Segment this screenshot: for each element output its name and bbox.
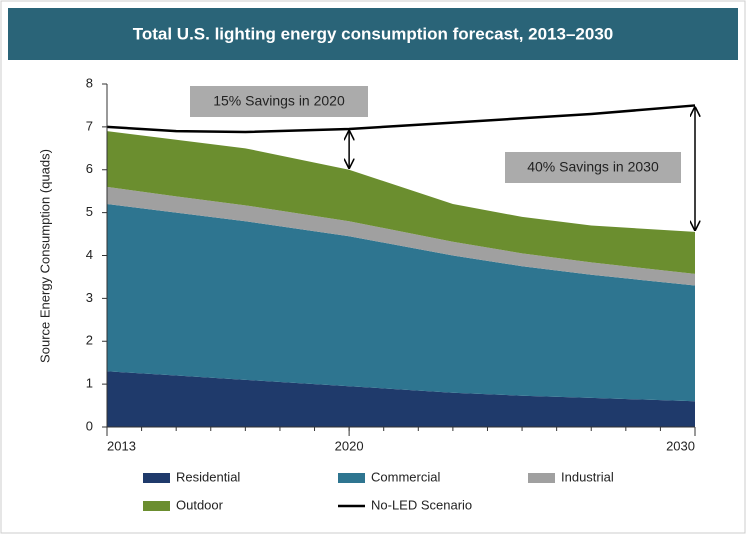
legend-swatch — [528, 473, 555, 483]
x-tick-label: 2030 — [666, 438, 695, 453]
chart-title: Total U.S. lighting energy consumption f… — [133, 24, 614, 43]
legend-label: Residential — [176, 469, 240, 484]
area — [107, 131, 695, 274]
x-tick-label: 2013 — [107, 438, 136, 453]
area — [107, 186, 695, 286]
y-tick-label: 8 — [86, 75, 93, 90]
area — [107, 371, 695, 427]
legend-label: Industrial — [561, 469, 614, 484]
legend-label: No-LED Scenario — [371, 497, 472, 512]
annotation-box — [505, 152, 681, 183]
area — [107, 204, 695, 402]
y-tick-label: 6 — [86, 161, 93, 176]
legend-label: Outdoor — [176, 497, 224, 512]
no-led-line — [106, 104, 696, 134]
x-tick-label: 2020 — [335, 438, 364, 453]
y-tick-label: 5 — [86, 204, 93, 219]
legend-swatch — [143, 501, 170, 511]
y-tick-label: 1 — [86, 376, 93, 391]
y-tick-label: 2 — [86, 333, 93, 348]
y-axis-label: Source Energy Consumption (quads) — [37, 149, 52, 363]
annotation: 15% Savings in 2020 — [213, 93, 345, 109]
legend-swatch — [338, 473, 365, 483]
legend-swatch — [143, 473, 170, 483]
y-tick-label: 4 — [86, 247, 93, 262]
y-tick-label: 3 — [86, 290, 93, 305]
y-tick-label: 0 — [86, 418, 93, 433]
annotation-box — [190, 86, 368, 117]
y-tick-label: 7 — [86, 118, 93, 133]
title-bar — [8, 8, 738, 60]
legend-label: Commercial — [371, 469, 440, 484]
annotation: 40% Savings in 2030 — [527, 159, 659, 175]
